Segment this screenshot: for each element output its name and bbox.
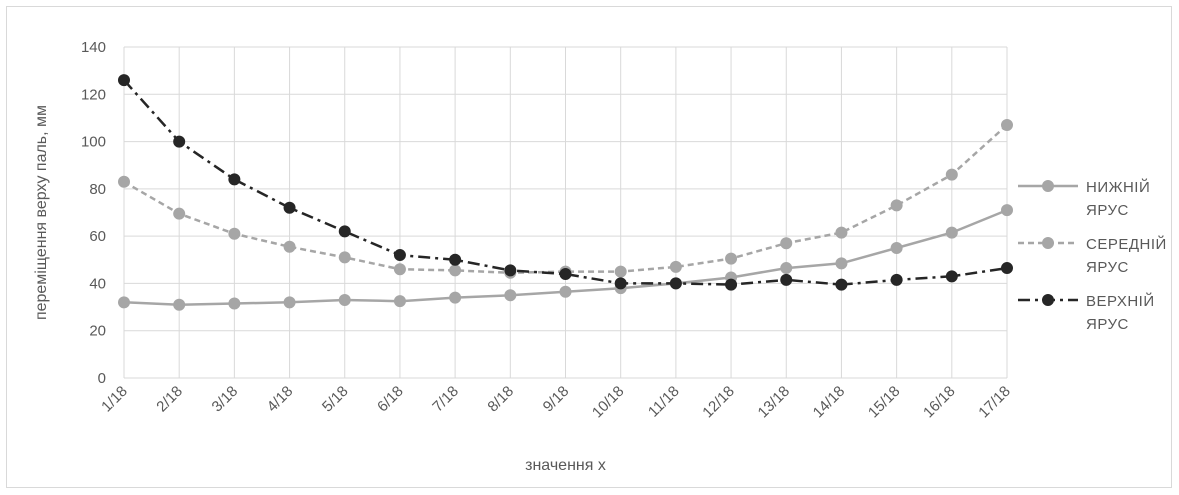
data-point-series-1 [835, 257, 848, 270]
data-point-series-2 [338, 251, 351, 264]
data-point-series-3 [338, 225, 351, 238]
data-point-series-1 [780, 262, 793, 275]
data-point-series-3 [393, 249, 406, 262]
data-point-series-1 [449, 291, 462, 304]
series-line-3 [123, 79, 1008, 286]
x-tick-label: 6/18 [374, 383, 407, 416]
data-point-series-3 [725, 278, 738, 291]
data-point-series-3 [780, 273, 793, 286]
y-tick-label: 20 [89, 323, 106, 340]
data-point-series-2 [669, 260, 682, 273]
data-point-series-2 [614, 265, 627, 278]
data-point-series-3 [449, 253, 462, 266]
data-point-series-2 [835, 226, 848, 239]
data-point-series-1 [228, 297, 241, 310]
data-point-series-3 [173, 135, 186, 148]
data-point-series-3 [1001, 262, 1013, 275]
x-tick-label: 11/18 [645, 383, 683, 421]
y-tick-label: 0 [98, 370, 106, 387]
legend-label-3: ВЕРХНІЙ [1086, 292, 1155, 310]
x-tick-label: 5/18 [319, 383, 352, 416]
data-point-series-2 [780, 237, 793, 250]
y-tick-label: 40 [89, 275, 106, 292]
data-point-series-2 [118, 175, 130, 188]
x-tick-label: 15/18 [865, 383, 904, 422]
legend-label-1: ЯРУС [1086, 202, 1129, 219]
y-tick-label: 100 [81, 134, 106, 151]
data-point-series-2 [945, 168, 958, 181]
data-point-series-1 [890, 241, 903, 254]
data-point-series-1 [559, 285, 572, 298]
chart-frame [6, 6, 1172, 488]
data-point-series-1 [945, 226, 958, 239]
legend-label-1: НИЖНІЙ [1086, 178, 1150, 196]
data-point-series-1 [393, 295, 406, 308]
x-tick-label: 16/18 [920, 383, 959, 422]
x-tick-label: 4/18 [264, 383, 297, 416]
data-point-series-3 [945, 270, 958, 283]
data-point-series-2 [228, 227, 241, 240]
data-point-series-3 [228, 173, 241, 186]
x-tick-label: 1/18 [98, 383, 131, 416]
x-tick-label: 12/18 [699, 383, 738, 422]
data-point-series-1 [283, 296, 296, 309]
data-point-series-3 [559, 267, 572, 280]
data-point-series-3 [283, 201, 296, 214]
data-point-series-3 [118, 74, 130, 87]
series-line-2 [123, 124, 1008, 275]
x-tick-label: 17/18 [975, 383, 1014, 422]
data-point-series-2 [283, 240, 296, 253]
x-tick-label: 2/18 [153, 383, 186, 416]
legend-label-3: ЯРУС [1086, 316, 1129, 333]
x-tick-label: 10/18 [589, 383, 628, 422]
data-point-series-2 [393, 263, 406, 276]
data-point-series-2 [449, 264, 462, 277]
data-point-series-1 [504, 289, 517, 302]
data-point-series-2 [1001, 119, 1013, 132]
data-point-series-2 [725, 252, 738, 265]
y-tick-label: 140 [81, 39, 106, 56]
x-axis-title: значення х [525, 457, 606, 474]
data-point-series-3 [835, 278, 848, 291]
legend-label-2: ЯРУС [1086, 259, 1129, 276]
data-point-series-1 [118, 296, 130, 309]
data-point-series-3 [669, 277, 682, 290]
x-tick-label: 14/18 [810, 383, 849, 422]
y-tick-label: 60 [89, 228, 106, 245]
data-point-series-1 [173, 298, 186, 311]
x-tick-label: 8/18 [484, 383, 517, 416]
y-tick-label: 120 [81, 86, 106, 103]
legend-label-2: СЕРЕДНІЙ [1086, 235, 1167, 253]
data-point-series-3 [614, 277, 627, 290]
legend-marker-3 [1042, 294, 1054, 306]
data-point-series-1 [338, 293, 351, 306]
y-axis-title: переміщення верху паль, мм [33, 105, 50, 320]
data-point-series-2 [173, 207, 186, 220]
x-tick-label: 9/18 [540, 383, 573, 416]
data-point-series-3 [890, 273, 903, 286]
data-point-series-1 [1001, 204, 1013, 217]
legend-marker-1 [1042, 180, 1054, 192]
x-tick-label: 13/18 [755, 383, 794, 422]
legend-marker-2 [1042, 237, 1054, 249]
x-tick-label: 7/18 [429, 383, 462, 416]
data-point-series-2 [890, 199, 903, 212]
data-point-series-3 [504, 264, 517, 277]
y-tick-label: 80 [89, 181, 106, 198]
x-tick-label: 3/18 [209, 383, 242, 416]
